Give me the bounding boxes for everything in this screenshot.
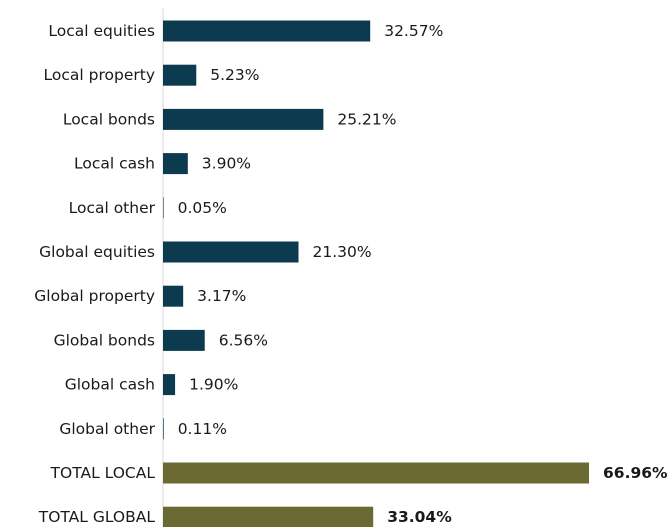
bar-total-local	[163, 462, 589, 484]
value-label-global-bonds: 6.56%	[219, 331, 268, 349]
value-label-local-bonds: 25.21%	[337, 110, 396, 128]
bar-global-other	[163, 418, 164, 440]
category-label-global-other: Global other	[59, 420, 155, 438]
category-label-local-property: Local property	[44, 66, 155, 84]
bar-local-other	[163, 197, 164, 219]
value-label-global-property: 3.17%	[197, 287, 246, 305]
bar-global-property	[163, 285, 184, 307]
bar-local-cash	[163, 153, 188, 175]
bar-global-cash	[163, 374, 176, 396]
bar-local-bonds	[163, 108, 324, 130]
value-label-local-property: 5.23%	[210, 66, 259, 84]
value-label-local-equities: 32.57%	[384, 22, 443, 40]
category-label-local-bonds: Local bonds	[63, 110, 155, 128]
value-label-global-equities: 21.30%	[313, 243, 372, 261]
category-label-total-global: TOTAL GLOBAL	[38, 508, 156, 526]
category-label-local-cash: Local cash	[74, 155, 155, 173]
value-label-local-other: 0.05%	[178, 199, 227, 217]
bar-local-equities	[163, 20, 371, 42]
category-label-local-other: Local other	[69, 199, 156, 217]
value-label-total-global: 33.04%	[387, 508, 452, 526]
category-label-global-property: Global property	[34, 287, 155, 305]
category-label-global-equities: Global equities	[39, 243, 155, 261]
value-label-global-other: 0.11%	[178, 420, 227, 438]
value-label-local-cash: 3.90%	[202, 155, 251, 173]
value-label-global-cash: 1.90%	[189, 376, 238, 394]
value-label-total-local: 66.96%	[603, 464, 668, 482]
category-label-global-cash: Global cash	[65, 376, 155, 394]
category-label-global-bonds: Global bonds	[54, 331, 155, 349]
bar-global-bonds	[163, 329, 205, 351]
bar-total-global	[163, 506, 374, 527]
category-label-local-equities: Local equities	[48, 22, 155, 40]
bar-global-equities	[163, 241, 299, 263]
bar-local-property	[163, 64, 197, 86]
category-label-total-local: TOTAL LOCAL	[50, 464, 156, 482]
